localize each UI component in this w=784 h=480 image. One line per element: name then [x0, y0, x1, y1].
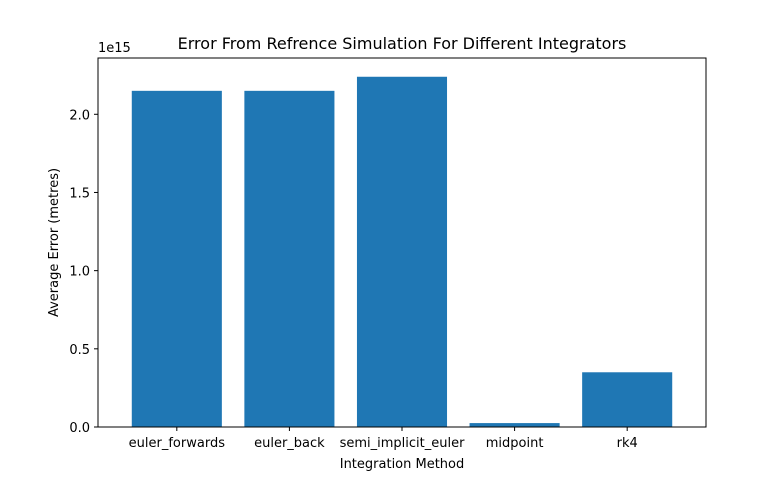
x-tick-label: midpoint [486, 436, 544, 451]
y-tick-label: 1.0 [69, 265, 90, 280]
y-axis-offset-label: 1e15 [98, 41, 131, 56]
bar-euler-forwards [131, 90, 222, 427]
bar-semi-implicit-euler [356, 76, 448, 427]
x-tick-label: rk4 [617, 436, 638, 451]
x-axis-ticks: euler_forwards euler_back semi_implicit_eu… [129, 427, 638, 451]
bar-midpoint [469, 423, 560, 427]
bar-rk4 [582, 372, 673, 427]
y-tick-label: 0.0 [69, 421, 90, 436]
y-tick-label: 1.5 [69, 186, 90, 201]
x-tick-label: euler_back [254, 436, 325, 451]
bar-euler-back [244, 90, 335, 427]
y-tick-label: 0.5 [69, 343, 90, 358]
x-tick-label: euler_forwards [129, 436, 226, 451]
bars-group [131, 76, 673, 427]
x-axis-label: Integration Method [340, 457, 465, 472]
chart-title: Error From Refrence Simulation For Diffe… [178, 34, 627, 53]
y-tick-label: 2.0 [69, 108, 90, 123]
y-axis-ticks: 0.0 0.5 1.0 1.5 2.0 [69, 108, 98, 436]
y-axis-label: Average Error (metres) [47, 168, 62, 317]
x-tick-label: semi_implicit_euler [340, 436, 466, 451]
